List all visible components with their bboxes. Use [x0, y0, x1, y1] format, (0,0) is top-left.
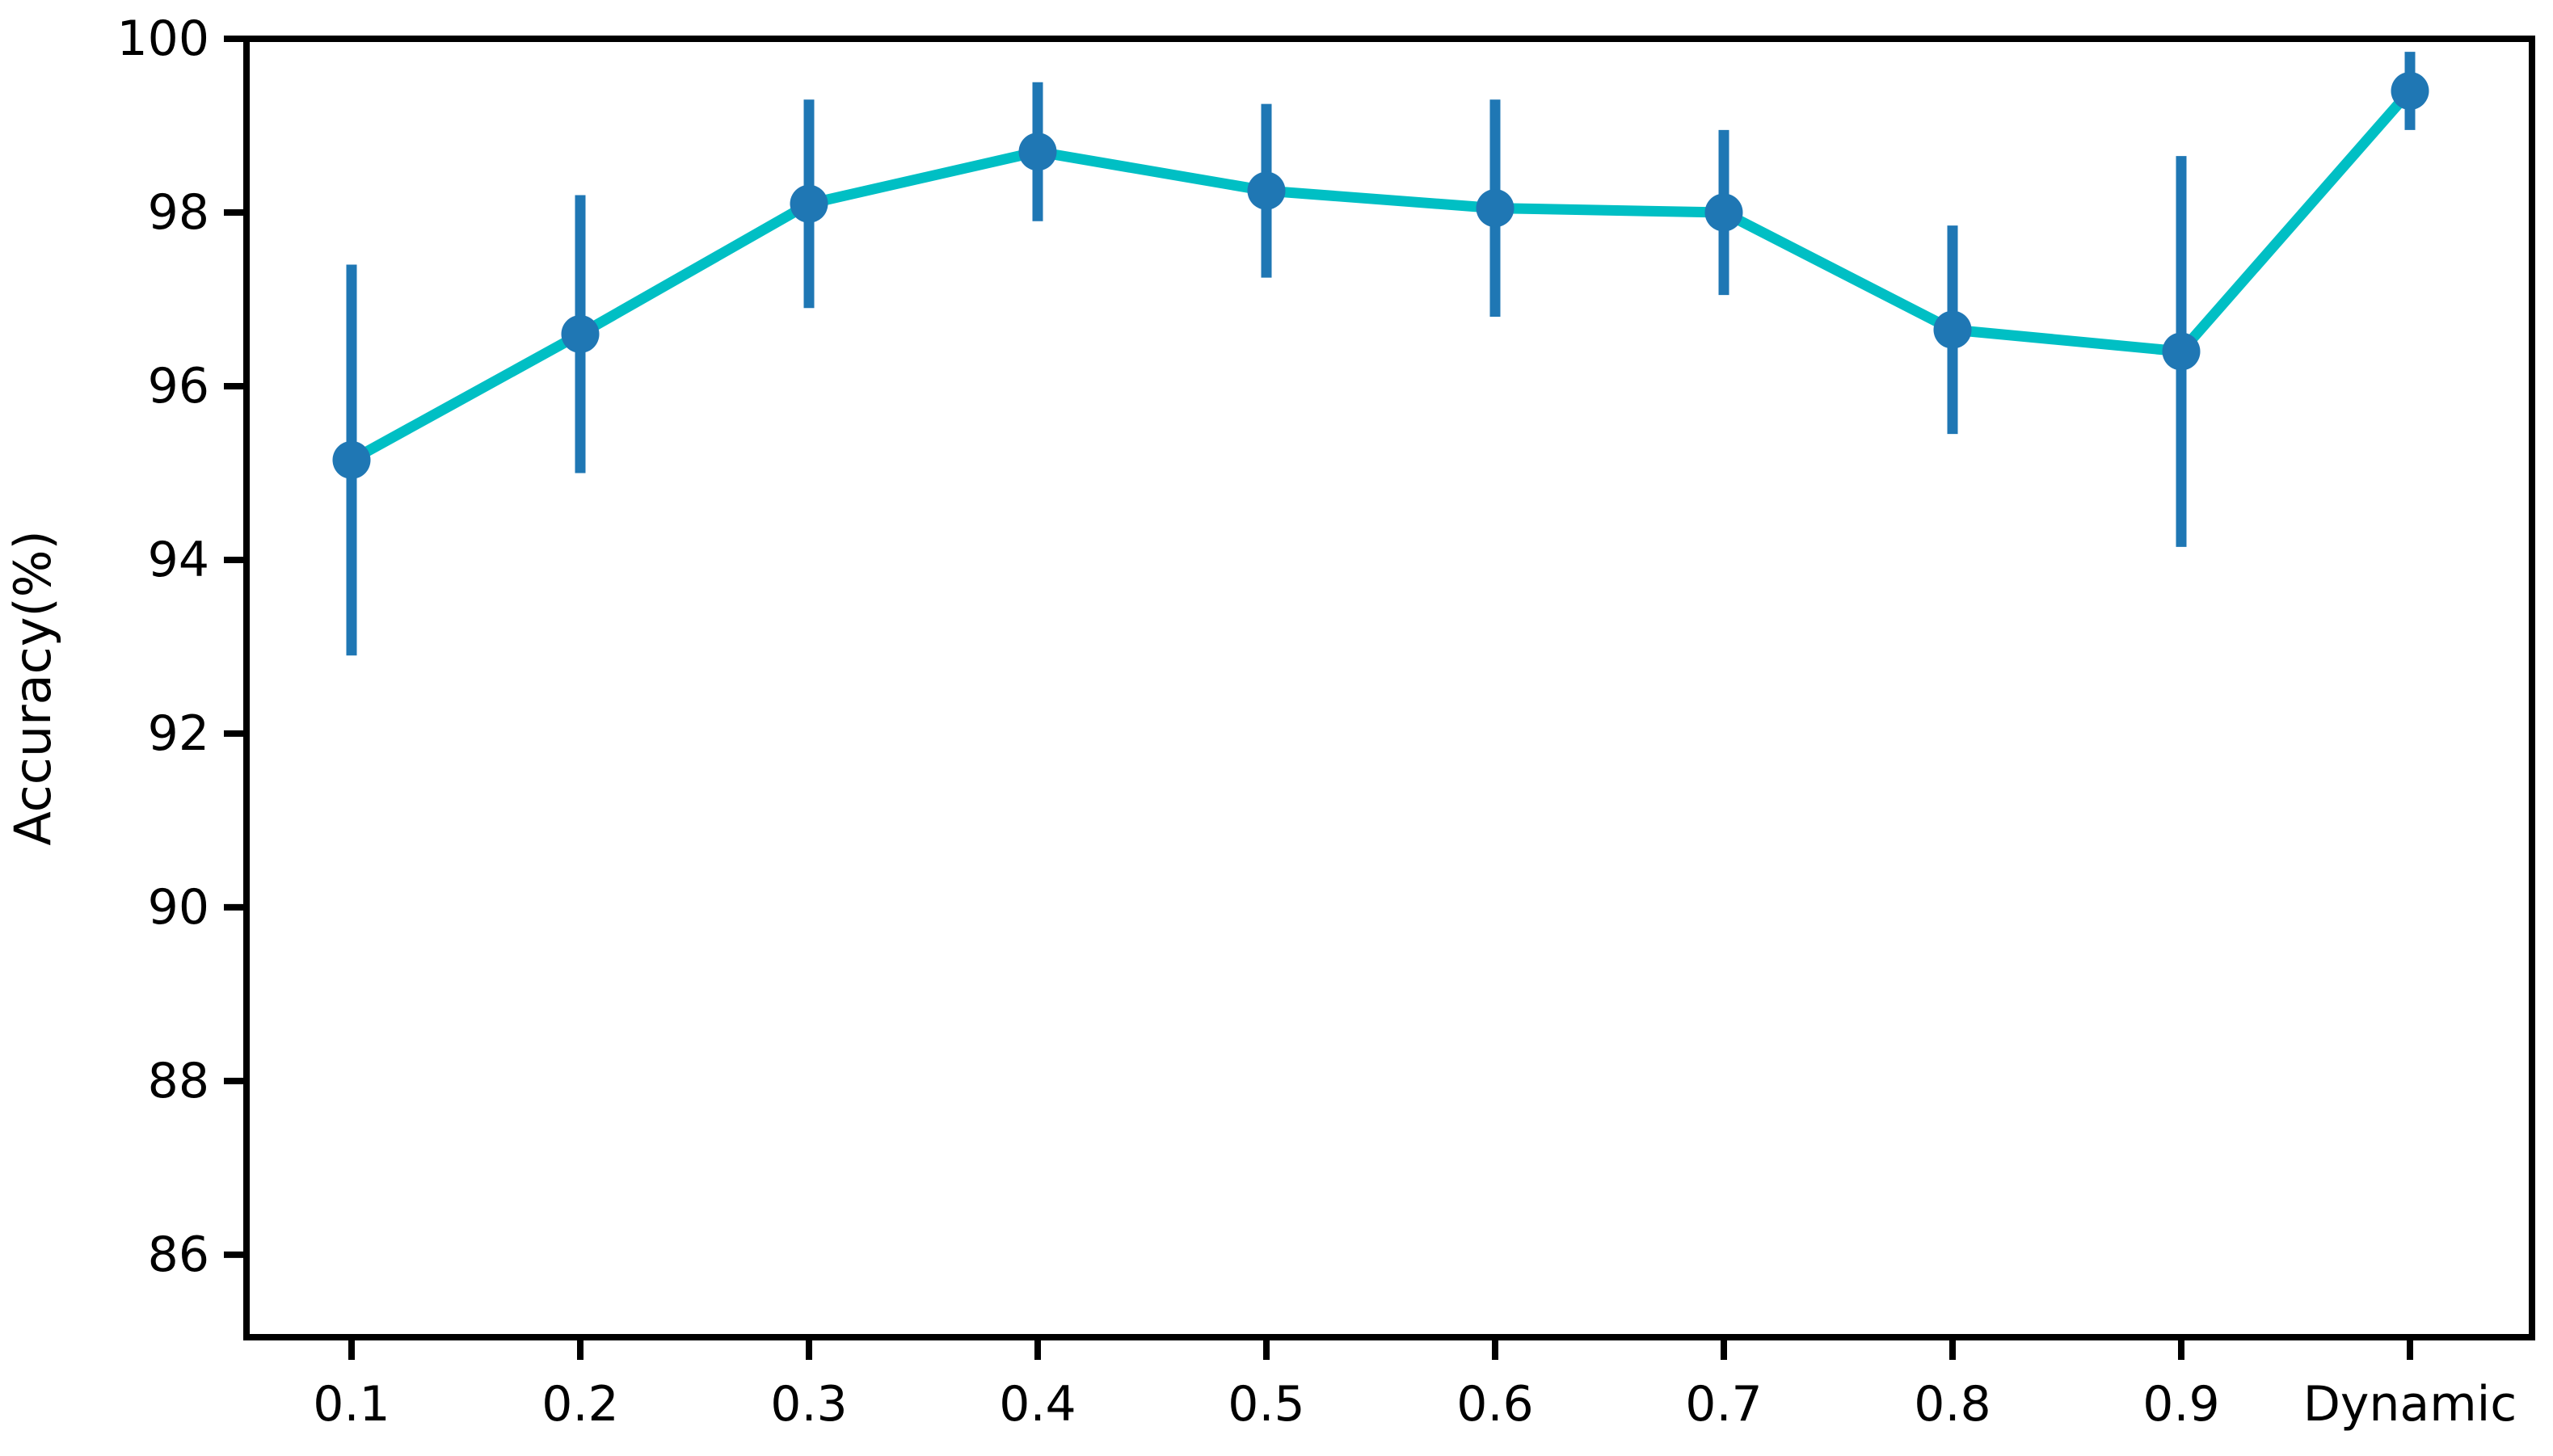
x-tick-label: 0.3	[770, 1376, 847, 1433]
axes-spines	[243, 36, 2535, 1340]
accuracy-line	[346, 85, 2416, 465]
data-point	[1247, 171, 1286, 210]
x-tick-label: 0.6	[1456, 1376, 1533, 1433]
data-point	[2391, 71, 2429, 110]
x-tick-label: 0.7	[1685, 1376, 1762, 1433]
x-tick-label: 0.2	[541, 1376, 618, 1433]
y-tick-label: 94	[148, 532, 209, 588]
y-tick-label: 86	[148, 1227, 209, 1283]
y-tick-label: 92	[148, 705, 209, 762]
data-point	[1476, 189, 1515, 228]
x-tick-label: 0.5	[1228, 1376, 1304, 1433]
data-point	[2162, 332, 2201, 371]
data-point	[1018, 133, 1057, 171]
x-tick-label: 0.4	[999, 1376, 1076, 1433]
y-axis-label: Accuracy(%)	[3, 530, 62, 845]
x-tick-label: 0.9	[2142, 1376, 2219, 1433]
y-tick-label: 100	[116, 11, 209, 67]
x-tick-label: 0.1	[313, 1376, 390, 1433]
x-tick-label: 0.8	[1914, 1376, 1991, 1433]
data-point	[790, 184, 828, 223]
x-tick-label: Dynamic	[2303, 1376, 2517, 1433]
y-tick-label: 98	[148, 184, 209, 241]
y-tick-label: 96	[148, 358, 209, 414]
data-point	[332, 440, 371, 479]
data-point	[1933, 310, 1972, 349]
y-tick-label: 90	[148, 879, 209, 936]
y-tick-label: 88	[148, 1053, 209, 1109]
data-point	[561, 314, 600, 353]
data-point	[1704, 193, 1743, 232]
